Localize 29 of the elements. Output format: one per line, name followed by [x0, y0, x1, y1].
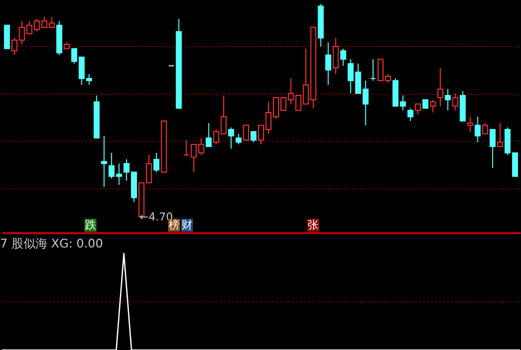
- candlestick: [101, 135, 108, 188]
- chart-title: 7 股似海 XG: 0.00: [0, 236, 103, 251]
- candlestick: [243, 124, 250, 141]
- candlestick: [332, 38, 339, 75]
- text: 榜: [168, 218, 180, 232]
- candlestick: [414, 103, 421, 116]
- candlestick: [407, 108, 414, 122]
- candlestick: [430, 99, 436, 114]
- candlestick: [482, 122, 488, 134]
- candlestick: [325, 42, 332, 86]
- candlestick: [340, 48, 346, 66]
- candlestick: [183, 140, 190, 156]
- candlestick: [467, 116, 474, 132]
- candlestick: [452, 92, 458, 111]
- candlestick: [444, 88, 451, 111]
- candlestick: [250, 131, 257, 143]
- text: 财: [181, 218, 192, 232]
- candlestick: [236, 133, 242, 145]
- candlestick: [206, 122, 212, 148]
- candlestick: [153, 152, 160, 173]
- text: 张: [308, 218, 319, 232]
- candlestick: [490, 129, 496, 168]
- text: 跌: [84, 218, 96, 232]
- candlestick: [437, 67, 444, 107]
- candlestick: [474, 116, 481, 143]
- candlestick: [497, 122, 504, 148]
- candlestick: [4, 24, 10, 50]
- candlestick: [228, 126, 234, 150]
- candlestick: [370, 58, 376, 82]
